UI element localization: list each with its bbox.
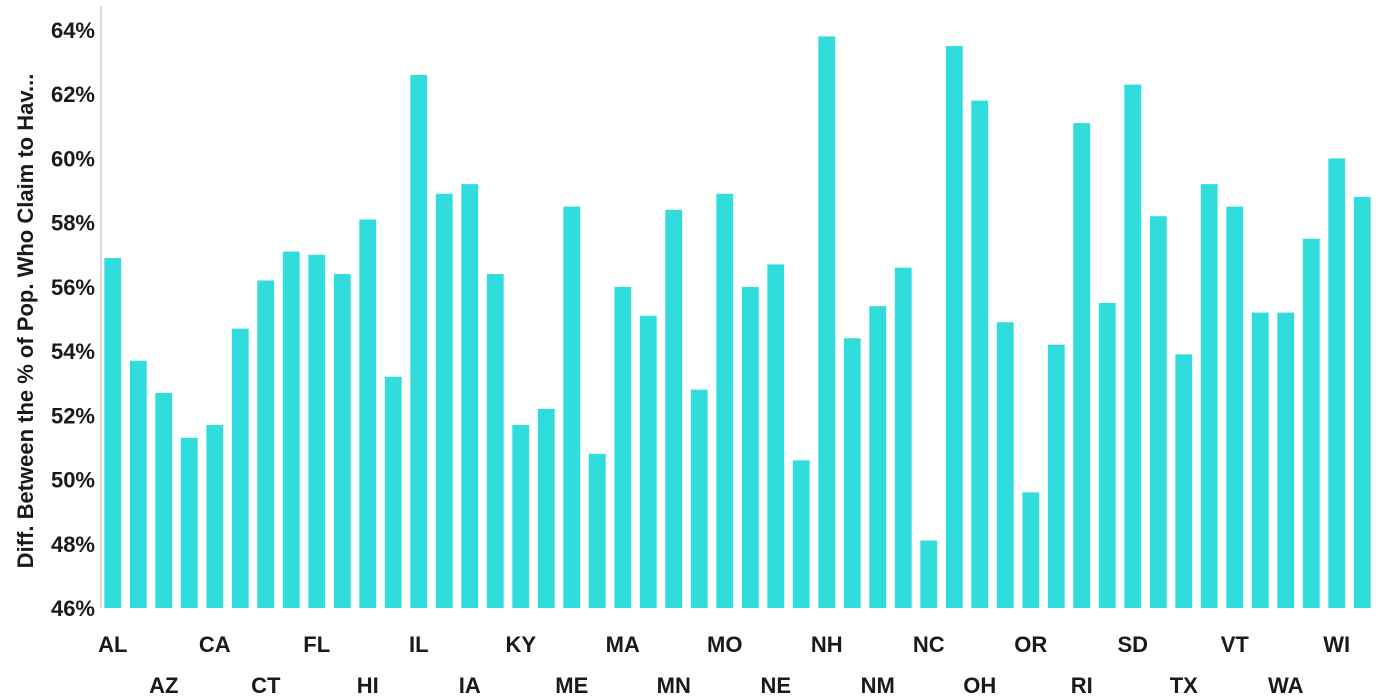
x-tick-label: WI	[1323, 632, 1350, 657]
bar	[741, 286, 759, 608]
x-tick-label: CA	[199, 632, 231, 657]
bar	[359, 219, 377, 608]
x-tick-label: MO	[707, 632, 742, 657]
x-tick-label: KY	[505, 632, 536, 657]
bar	[665, 209, 683, 609]
x-tick-label: VT	[1221, 632, 1250, 657]
bar	[614, 286, 632, 608]
bar	[180, 437, 198, 608]
bar	[282, 251, 300, 609]
x-tick-label: OR	[1014, 632, 1047, 657]
x-tick-label: MA	[606, 632, 640, 657]
x-tick-label: OH	[963, 673, 996, 696]
x-tick-label: RI	[1071, 673, 1093, 696]
bar	[1022, 492, 1040, 608]
bar	[639, 315, 657, 608]
bar	[945, 46, 963, 609]
bar	[206, 424, 224, 608]
x-tick-label: TX	[1170, 673, 1198, 696]
y-tick-label: 46%	[51, 596, 95, 621]
bar	[563, 206, 581, 608]
bar	[333, 274, 351, 608]
bar	[894, 267, 912, 608]
y-tick-label: 64%	[51, 18, 95, 43]
bar	[104, 257, 122, 608]
bar	[1226, 206, 1244, 608]
bar	[1251, 312, 1269, 608]
bar	[716, 193, 734, 608]
y-tick-label: 56%	[51, 275, 95, 300]
x-tick-label: HI	[357, 673, 379, 696]
bar	[308, 254, 326, 608]
bar	[1277, 312, 1295, 608]
y-tick-label: 60%	[51, 146, 95, 171]
bar	[996, 322, 1014, 608]
bar	[1302, 238, 1320, 608]
bar	[461, 184, 479, 608]
bar	[1047, 344, 1065, 608]
bar	[792, 460, 810, 608]
bar	[1328, 158, 1346, 608]
bar	[537, 408, 555, 608]
x-tick-label: ME	[555, 673, 588, 696]
x-tick-label: AZ	[149, 673, 178, 696]
bar	[843, 338, 861, 608]
x-tick-label: SD	[1117, 632, 1148, 657]
y-tick-label: 50%	[51, 468, 95, 493]
bar	[1353, 196, 1371, 608]
bar	[435, 193, 453, 608]
bar	[410, 74, 428, 608]
bar	[971, 100, 989, 609]
bar	[920, 540, 938, 608]
y-tick-label: 62%	[51, 82, 95, 107]
bar	[1124, 84, 1142, 609]
bar	[1098, 302, 1116, 608]
x-axis: AL AZ CA CT FL HI IL IA KY ME MA MN MO NE NH NM NC OH OR RI…	[98, 632, 1350, 696]
bar	[486, 274, 504, 608]
bar	[1175, 354, 1193, 608]
bar	[1149, 216, 1167, 608]
y-tick-label: 58%	[51, 211, 95, 236]
bar	[869, 306, 887, 608]
x-tick-label: IA	[459, 673, 481, 696]
bar	[1200, 184, 1218, 608]
x-tick-label: NE	[760, 673, 791, 696]
x-tick-label: CT	[251, 673, 281, 696]
y-tick-label: 54%	[51, 339, 95, 364]
bar	[512, 424, 530, 608]
bar	[155, 392, 173, 608]
x-tick-label: MN	[657, 673, 691, 696]
bar	[588, 453, 606, 608]
x-tick-label: NM	[861, 673, 895, 696]
bar	[767, 264, 785, 608]
bar	[231, 328, 249, 608]
bar	[384, 376, 402, 608]
y-tick-label: 52%	[51, 403, 95, 428]
bars	[104, 36, 1371, 609]
x-tick-label: NH	[811, 632, 843, 657]
bar	[129, 360, 147, 608]
x-tick-label: NC	[913, 632, 945, 657]
bar	[257, 280, 275, 608]
y-axis: 46% 48% 50% 52% 54% 56% 58% 60% 62% 64%	[51, 6, 102, 621]
y-axis-title: Diff. Between the % of Pop. Who Claim to…	[13, 74, 38, 569]
y-tick-label: 48%	[51, 532, 95, 557]
bar	[818, 36, 836, 608]
bar	[1073, 123, 1091, 608]
x-tick-label: IL	[409, 632, 429, 657]
bar	[690, 389, 708, 608]
x-tick-label: WA	[1268, 673, 1304, 696]
x-tick-label: FL	[303, 632, 330, 657]
x-tick-label: AL	[98, 632, 127, 657]
